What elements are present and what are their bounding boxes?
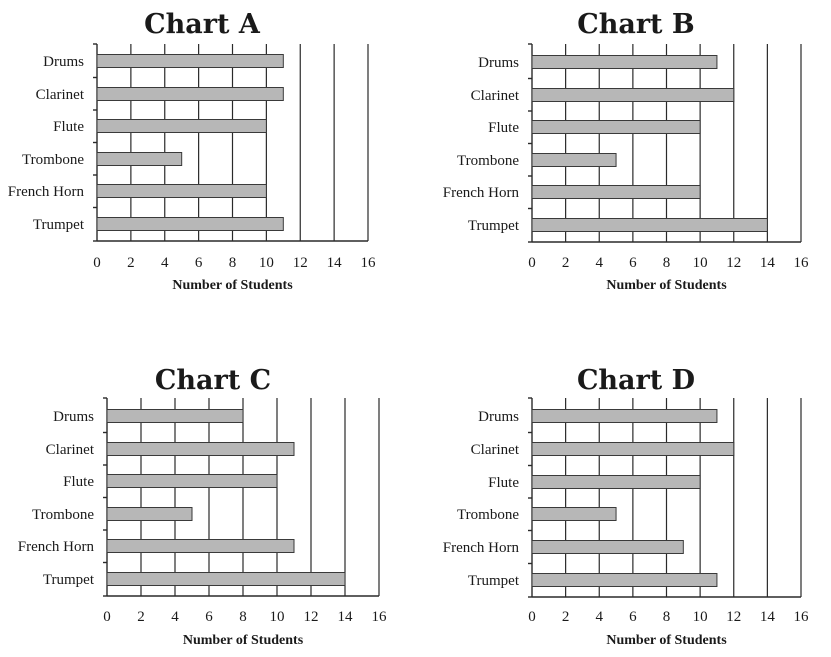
- x-tick-label: 12: [304, 609, 319, 625]
- x-tick-label: 12: [726, 609, 741, 625]
- bar-trombone: [106, 507, 193, 521]
- x-tick-label: 0: [528, 255, 536, 271]
- category-label: Flute: [488, 120, 519, 136]
- bar-drums: [106, 409, 244, 423]
- x-tick-label: 2: [562, 609, 570, 625]
- x-tick-label: 10: [270, 609, 285, 625]
- category-label: Clarinet: [471, 88, 520, 104]
- x-tick-label: 4: [596, 255, 604, 271]
- x-tick-label: 16: [794, 609, 810, 625]
- x-tick-label: 12: [726, 255, 741, 271]
- x-tick-label: 12: [293, 255, 308, 271]
- x-tick-label: 6: [629, 609, 637, 625]
- x-tick-label: 8: [239, 609, 247, 625]
- bar-drums: [96, 54, 284, 68]
- category-label: Drums: [478, 409, 519, 425]
- x-tick-label: 16: [361, 255, 377, 271]
- category-label: Drums: [43, 54, 84, 70]
- chart-c: Chart C Drums Clarinet Flute Trombone French …: [18, 365, 387, 648]
- category-label: Trombone: [22, 152, 84, 168]
- bar-flute: [96, 119, 267, 133]
- x-tick-label: 2: [562, 255, 570, 271]
- bar-trumpet: [531, 573, 718, 587]
- category-label: Drums: [478, 55, 519, 71]
- bar-french-horn: [531, 185, 701, 199]
- category-label: Trumpet: [43, 572, 95, 588]
- chart-d: Chart D Drums Clarinet Flute Trombone French …: [443, 365, 809, 648]
- category-label: Trumpet: [468, 573, 520, 589]
- x-tick-label: 6: [205, 609, 213, 625]
- category-label: Clarinet: [36, 87, 85, 103]
- x-axis-label: Number of Students: [183, 633, 304, 648]
- x-axis-label: Number of Students: [172, 278, 293, 293]
- chart-a: Chart A Drums Clarinet Flute Trombone French …: [8, 9, 376, 293]
- bar-trombone: [531, 153, 617, 167]
- bar-drums: [531, 409, 718, 423]
- bar-french-horn: [531, 540, 684, 554]
- x-tick-label: 8: [229, 255, 237, 271]
- chart-title: Chart C: [155, 365, 271, 396]
- category-label: Clarinet: [471, 442, 520, 458]
- x-tick-label: 14: [760, 609, 776, 625]
- category-label: French Horn: [443, 185, 520, 201]
- category-label: Trombone: [457, 153, 519, 169]
- bar-trombone: [96, 152, 183, 166]
- x-tick-label: 14: [327, 255, 343, 271]
- x-tick-label: 2: [137, 609, 145, 625]
- x-tick-label: 4: [171, 609, 179, 625]
- x-tick-label: 8: [663, 255, 671, 271]
- bar-french-horn: [96, 184, 267, 198]
- bar-clarinet: [106, 442, 295, 456]
- bar-flute: [531, 120, 701, 134]
- category-label: Trumpet: [33, 217, 85, 233]
- category-label: Trombone: [457, 507, 519, 523]
- chart-b: Chart B Drums Clarinet Flute Trombone French …: [443, 9, 809, 293]
- category-label: Flute: [53, 119, 84, 135]
- x-tick-label: 10: [693, 609, 708, 625]
- x-tick-label: 16: [794, 255, 810, 271]
- x-tick-label: 4: [161, 255, 169, 271]
- x-tick-label: 0: [93, 255, 101, 271]
- category-label: Clarinet: [46, 442, 95, 458]
- x-tick-label: 14: [338, 609, 354, 625]
- category-label: French Horn: [443, 540, 520, 556]
- x-tick-label: 14: [760, 255, 776, 271]
- x-tick-label: 6: [195, 255, 203, 271]
- bar-french-horn: [106, 539, 295, 553]
- chart-title: Chart B: [577, 9, 695, 40]
- bar-trumpet: [106, 572, 346, 586]
- category-label: Flute: [488, 475, 519, 491]
- x-tick-label: 8: [663, 609, 671, 625]
- x-tick-label: 4: [596, 609, 604, 625]
- category-label: French Horn: [8, 184, 85, 200]
- category-label: Trumpet: [468, 218, 520, 234]
- x-tick-label: 0: [528, 609, 536, 625]
- x-axis-label: Number of Students: [606, 633, 727, 648]
- category-label: French Horn: [18, 539, 95, 555]
- bar-trumpet: [531, 218, 768, 232]
- chart-title: Chart D: [577, 365, 695, 396]
- x-tick-label: 6: [629, 255, 637, 271]
- bar-clarinet: [531, 442, 735, 456]
- bar-flute: [106, 474, 278, 488]
- bar-trombone: [531, 507, 617, 521]
- bar-drums: [531, 55, 718, 69]
- category-label: Flute: [63, 474, 94, 490]
- bar-clarinet: [531, 88, 735, 102]
- bar-flute: [531, 475, 701, 489]
- x-tick-label: 10: [259, 255, 274, 271]
- category-label: Trombone: [32, 507, 94, 523]
- x-tick-label: 10: [693, 255, 708, 271]
- x-tick-label: 16: [372, 609, 388, 625]
- category-label: Drums: [53, 409, 94, 425]
- bar-trumpet: [96, 217, 284, 231]
- x-axis-label: Number of Students: [606, 278, 727, 293]
- chart-title: Chart A: [144, 9, 261, 40]
- x-tick-label: 2: [127, 255, 135, 271]
- x-tick-label: 0: [103, 609, 111, 625]
- bar-clarinet: [96, 87, 284, 101]
